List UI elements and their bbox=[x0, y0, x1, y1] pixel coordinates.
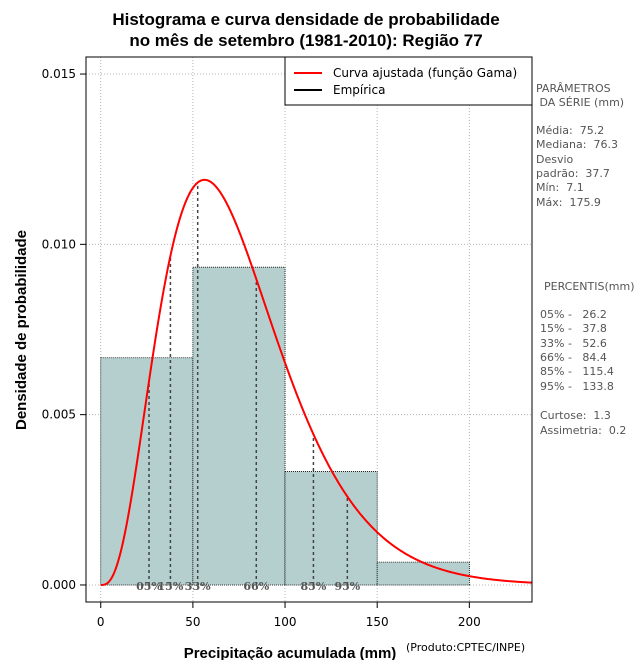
gamma-curve bbox=[100, 178, 533, 586]
percentile-label-05: 05% bbox=[136, 580, 162, 593]
params-title-2: DA SÉRIE (mm) bbox=[536, 96, 624, 109]
chart-title-line-1: Histograma e curva densidade de probabil… bbox=[112, 10, 499, 29]
x-tick-label-150: 150 bbox=[366, 615, 389, 629]
axes: 0 50 100 150 200 0.000 0.005 0.010 0.015 bbox=[42, 67, 481, 629]
credit-label: (Produto:CPTEC/INPE) bbox=[406, 641, 525, 654]
x-tick-label-50: 50 bbox=[185, 615, 200, 629]
percentile-label-66: 66% bbox=[243, 580, 269, 593]
percentile-labels: 05%15% 33% 66% 85% 95% bbox=[136, 580, 361, 593]
y-axis-label: Densidade de probabilidade bbox=[13, 230, 30, 430]
histogram-bar-1 bbox=[192, 266, 286, 586]
percentile-label-33: 33% bbox=[185, 580, 211, 593]
y-tick-label-3: 0.015 bbox=[42, 67, 76, 81]
param-sd-label: Desvio bbox=[536, 153, 574, 166]
legend-label-curve: Curva ajustada (função Gama) bbox=[333, 66, 517, 80]
histogram-bar-2 bbox=[284, 471, 378, 586]
y-tick-label-0: 0.000 bbox=[42, 578, 76, 592]
param-sd-value: padrão: 37.7 bbox=[536, 167, 610, 180]
percentile-label-85: 85% bbox=[301, 580, 327, 593]
legend-label-empirical: Empírica bbox=[333, 83, 385, 97]
gamma-curve-layer bbox=[100, 178, 533, 586]
x-tick-label-100: 100 bbox=[274, 615, 297, 629]
percentile-lines bbox=[148, 182, 349, 585]
y-tick-label-1: 0.005 bbox=[42, 408, 76, 422]
percentile-label-15: 15% bbox=[158, 580, 184, 593]
percentil-95: 95% - 133.8 bbox=[540, 380, 614, 393]
percentil-85: 85% - 115.4 bbox=[540, 365, 614, 378]
percentil-15: 15% - 37.8 bbox=[540, 322, 607, 335]
percentile-label-95: 95% bbox=[334, 580, 360, 593]
chart-title-line-2: no mês de setembro (1981-2010): Região 7… bbox=[129, 31, 482, 50]
legend-box bbox=[284, 56, 533, 106]
percentis-title: PERCENTIS(mm) bbox=[544, 280, 635, 293]
param-min: Mín: 7.1 bbox=[536, 181, 584, 194]
stat-skewness: Assimetria: 0.2 bbox=[540, 424, 626, 437]
param-median: Mediana: 76.3 bbox=[536, 138, 618, 151]
x-tick-label-200: 200 bbox=[458, 615, 481, 629]
y-tick-label-2: 0.010 bbox=[42, 237, 76, 251]
percentil-33: 33% - 52.6 bbox=[540, 337, 607, 350]
histogram-bars bbox=[100, 266, 470, 586]
param-max: Máx: 175.9 bbox=[536, 196, 601, 209]
percentil-05: 05% - 26.2 bbox=[540, 308, 607, 321]
x-axis-label: Precipitação acumulada (mm) bbox=[184, 645, 397, 660]
param-mean: Média: 75.2 bbox=[536, 124, 604, 137]
side-panel: PARÂMETROS DA SÉRIE (mm) Média: 75.2 Med… bbox=[536, 82, 635, 437]
stat-kurtosis: Curtose: 1.3 bbox=[540, 409, 611, 422]
params-title-1: PARÂMETROS bbox=[536, 82, 611, 95]
legend: Curva ajustada (função Gama) Empírica bbox=[284, 56, 533, 106]
x-tick-label-0: 0 bbox=[97, 615, 105, 629]
percentil-66: 66% - 84.4 bbox=[540, 351, 607, 364]
